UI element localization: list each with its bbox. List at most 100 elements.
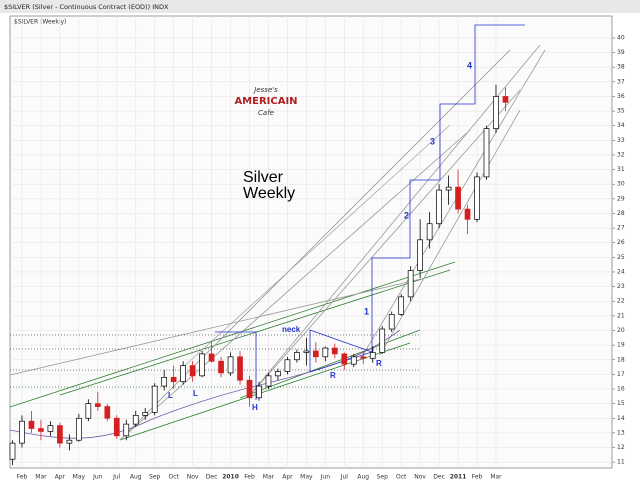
candle-body [369,352,376,359]
candle-body [246,379,253,399]
candle-body [407,270,414,298]
y-tick-label: 16 [617,386,625,393]
logo-text: Cafe [258,109,274,117]
candle-body [417,239,423,271]
y-tick-label: 20 [617,327,625,334]
channel-line [59,269,451,396]
y-tick-label: 35 [617,108,625,115]
candle-body [483,128,490,178]
candle-body [227,356,234,374]
y-tick-label: 38 [617,64,625,71]
candle-body [113,417,120,437]
candle-body [426,223,433,241]
candle-body [313,350,319,358]
candle-body [436,189,442,225]
candle-body [85,403,92,419]
x-tick-label: May [73,474,86,481]
candle-body [398,296,405,315]
x-tick-label: Sep [377,474,389,481]
y-tick-label: 12 [617,444,625,451]
logo-text: AMERICAIN [234,96,297,107]
candle-body [38,428,44,432]
candle-body [379,328,386,353]
y-tick-label: 14 [617,415,625,422]
candle-body [331,347,338,355]
y-tick-label: 36 [617,93,625,100]
candle-body [493,96,499,129]
y-tick-label: 11 [617,459,625,466]
y-tick-label: 19 [617,342,625,349]
candle-body [464,208,471,220]
x-tick-label: Dec [433,474,445,481]
candle-body [123,423,130,437]
candle-body [350,356,357,365]
candle-body [303,350,310,353]
candle-body [104,406,111,419]
candle-body [94,403,101,407]
y-tick-label: 26 [617,239,625,246]
y-tick-label: 23 [617,283,625,290]
x-tick-label: Jul [112,474,121,481]
candle-body [445,186,452,191]
x-tick-label: Aug [357,474,369,481]
annotation: Silver [243,169,284,186]
x-tick-label: 2010 [222,474,239,481]
candle-body [265,375,272,387]
x-tick-label: Mar [263,474,275,481]
annotation: R [376,359,382,368]
y-tick-label: 25 [617,254,625,261]
candle-body [28,420,35,429]
y-tick-label: 31 [617,166,625,173]
candle-body [455,186,461,210]
x-tick-label: Nov [187,474,199,481]
y-tick-label: 27 [617,225,625,232]
x-tick-label: 2011 [450,474,467,481]
candle-body [199,353,205,377]
fan-line [119,129,471,441]
measure-line [215,331,257,400]
grid [10,16,615,468]
candle-body [170,376,177,383]
candle-body [19,420,25,444]
candle-body [284,359,291,372]
x-tick-label: Sep [149,474,161,481]
x-tick-label: Feb [17,474,28,481]
candle-body [218,360,224,374]
x-tick-label: Mar [490,474,502,481]
candle-body [132,414,139,425]
fan-line [359,49,546,361]
y-tick-label: 24 [617,268,625,275]
fan-line [9,277,426,376]
y-tick-label: 37 [617,78,625,85]
y-tick-label: 22 [617,298,625,305]
x-tick-label: Feb [244,474,255,481]
annotation: R [330,371,336,380]
y-tick-label: 32 [617,151,625,158]
candle-body [502,96,509,103]
fan-line [249,44,541,396]
pennant [309,329,374,373]
annotation: H [252,403,258,412]
annotation: L [193,389,198,398]
y-tick-label: 15 [617,400,625,407]
candle-body [237,356,243,381]
x-tick-label: Apr [282,474,293,481]
x-tick-label: Jun [320,474,331,481]
candles [9,84,509,466]
candle-body [275,371,281,377]
y-tick-label: 33 [617,137,625,144]
candle-body [294,352,300,361]
annotation: 4 [467,60,472,70]
candle-body [341,353,348,365]
candle-body [388,314,395,330]
candle-body [180,365,186,383]
candle-body [322,347,329,358]
x-tick-label: Dec [206,474,218,481]
x-tick-label: Oct [396,474,407,481]
candle-body [360,356,367,359]
chart-subtitle: $SILVER (Weekly) [14,19,66,26]
y-tick-label: 34 [617,122,625,129]
measure-line [371,24,525,352]
channel-line [119,342,411,441]
